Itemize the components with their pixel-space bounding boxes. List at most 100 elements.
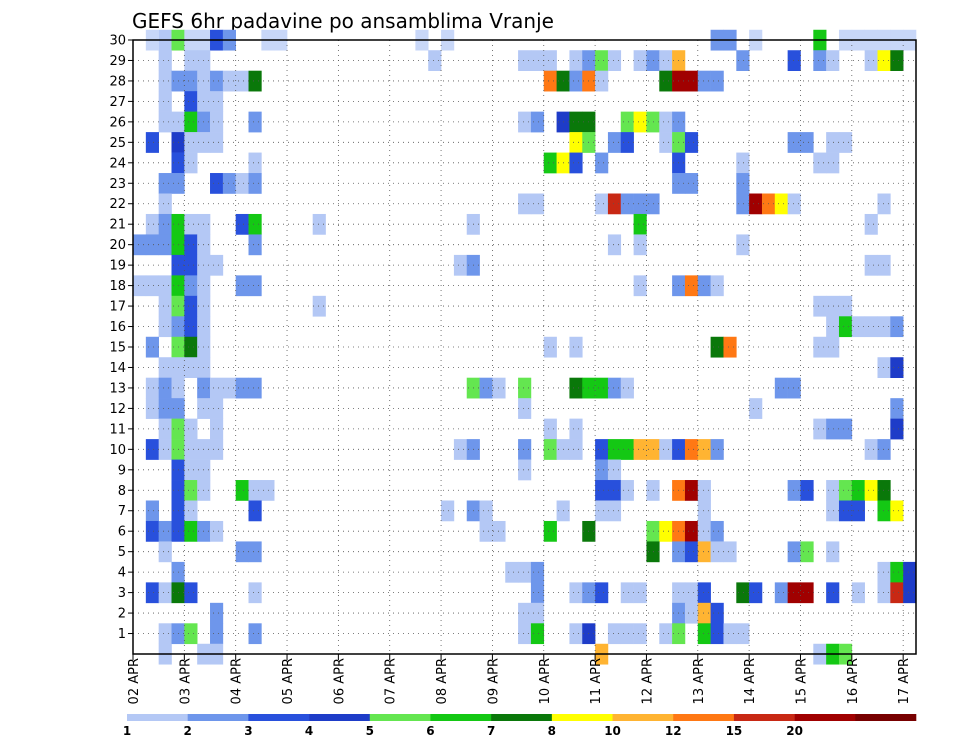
heatmap-cell: [736, 50, 750, 71]
heatmap-cell: [659, 623, 673, 645]
colorbar-label: 6: [426, 724, 434, 738]
y-tick-label: 11: [109, 422, 126, 437]
heatmap-cell: [826, 418, 840, 440]
y-tick-label: 14: [109, 361, 126, 376]
heatmap-cell: [145, 234, 159, 256]
heatmap-cell: [210, 377, 224, 399]
heatmap-cells: [133, 29, 917, 665]
heatmap-cell: [697, 480, 711, 501]
heatmap-cell: [659, 111, 673, 133]
heatmap-cell: [838, 500, 853, 522]
colorbar: 1 2 3 4 5 6 7 8 10 12 15 20: [123, 714, 917, 738]
heatmap-cell: [697, 439, 711, 460]
heatmap-cell: [543, 152, 557, 174]
heatmap-cell: [607, 623, 622, 645]
heatmap-cell: [826, 50, 840, 71]
heatmap-cell: [518, 50, 532, 71]
heatmap-cell: [530, 111, 545, 133]
heatmap-cell: [184, 70, 198, 92]
x-tick-label: 07 APR: [384, 658, 399, 704]
heatmap-cell: [158, 50, 172, 71]
x-tick-label: 16 APR: [846, 658, 861, 704]
heatmap-cell: [530, 561, 545, 583]
colorbar-segment: [127, 714, 188, 721]
heatmap-cell: [569, 111, 583, 133]
heatmap-cell: [749, 193, 763, 215]
heatmap-cell: [184, 50, 198, 71]
heatmap-cell: [518, 377, 532, 399]
heatmap-cell: [595, 480, 609, 501]
heatmap-cell: [569, 132, 583, 153]
heatmap-cell: [903, 561, 917, 583]
colorbar-segment: [733, 714, 795, 721]
heatmap-cell: [158, 234, 172, 256]
heatmap-cell: [235, 173, 249, 194]
heatmap-cell: [800, 132, 814, 153]
heatmap-cell: [633, 623, 647, 645]
colorbar-segment: [551, 714, 613, 721]
heatmap-cell: [620, 193, 634, 215]
heatmap-cell: [710, 602, 724, 624]
colorbar-label: 7: [487, 724, 495, 738]
heatmap-cell: [210, 623, 224, 645]
y-tick-label: 17: [109, 300, 126, 315]
heatmap-cell: [184, 91, 198, 112]
heatmap-cell: [518, 623, 532, 645]
heatmap-cell: [248, 480, 262, 501]
heatmap-cell: [877, 193, 891, 215]
colorbar-label: 20: [786, 724, 803, 738]
heatmap-cell: [826, 541, 840, 563]
heatmap-cell: [184, 357, 198, 378]
heatmap-cell: [890, 316, 904, 338]
x-tick-label: 12 APR: [640, 658, 655, 704]
heatmap-cell: [697, 623, 711, 645]
heatmap-cell: [864, 50, 878, 71]
heatmap-cell: [633, 111, 647, 133]
heatmap-cell: [158, 418, 172, 440]
x-tick-label: 10 APR: [538, 658, 553, 704]
heatmap-cell: [145, 275, 159, 297]
heatmap-cell: [838, 316, 853, 338]
heatmap-cell: [620, 623, 634, 645]
heatmap-cell: [441, 500, 455, 522]
heatmap-cell: [607, 50, 622, 71]
heatmap-cell: [595, 193, 609, 215]
heatmap-cell: [184, 234, 198, 256]
x-tick-label: 04 APR: [230, 658, 245, 704]
heatmap-cell: [595, 500, 609, 522]
heatmap-cell: [595, 582, 609, 604]
heatmap-cell: [158, 111, 172, 133]
colorbar-segment: [673, 714, 735, 721]
heatmap-cell: [530, 602, 545, 624]
heatmap-cell: [710, 520, 724, 542]
heatmap-cell: [697, 582, 711, 604]
heatmap-cell: [749, 582, 763, 604]
y-tick-label: 21: [109, 218, 126, 233]
y-tick-label: 29: [109, 54, 126, 69]
heatmap-cell: [595, 459, 609, 481]
heatmap-cell: [184, 480, 198, 501]
heatmap-cell: [184, 459, 198, 481]
heatmap-cell: [222, 377, 236, 399]
heatmap-cell: [787, 541, 801, 563]
colorbar-label: 2: [184, 724, 192, 738]
heatmap-cell: [684, 480, 699, 501]
heatmap-cell: [838, 418, 853, 440]
heatmap-cell: [697, 602, 711, 624]
heatmap-cell: [235, 70, 249, 92]
heatmap-cell: [710, 541, 724, 563]
y-tick-label: 26: [109, 115, 126, 130]
heatmap-cell: [184, 254, 198, 276]
heatmap-cell: [684, 173, 699, 194]
heatmap-cell: [248, 275, 262, 297]
heatmap-cell: [158, 439, 172, 460]
heatmap-cell: [607, 439, 622, 460]
heatmap-cell: [222, 173, 236, 194]
colorbar-label: 3: [244, 724, 252, 738]
heatmap-cell: [838, 480, 853, 501]
colorbar-segment: [794, 714, 856, 721]
heatmap-cell: [543, 520, 557, 542]
y-tick-label: 10: [109, 443, 126, 458]
x-tick-label: 11 APR: [589, 658, 604, 704]
heatmap-cell: [710, 439, 724, 460]
